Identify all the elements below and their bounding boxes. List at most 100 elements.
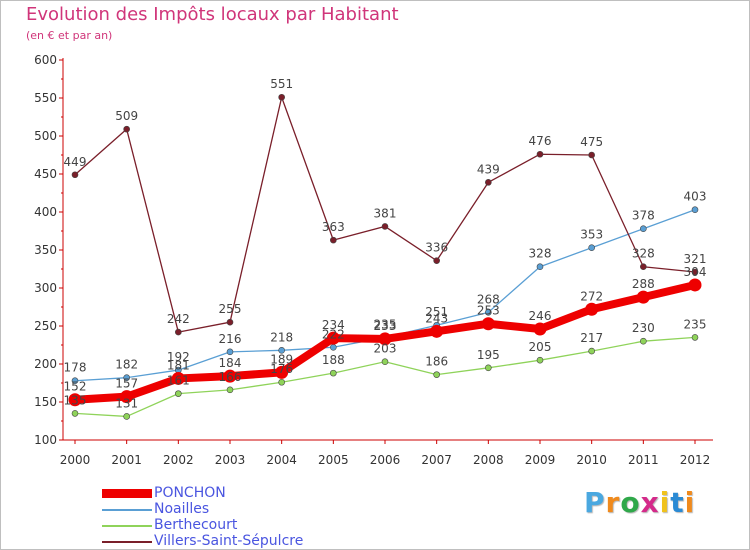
data-label: 152: [64, 380, 87, 394]
legend-swatch-villers-saint-sepulcre: [102, 541, 152, 543]
y-tick-label: 200: [34, 357, 57, 371]
x-tick-label: 2004: [266, 453, 297, 467]
data-label: 235: [374, 317, 397, 331]
data-label: 476: [529, 134, 552, 148]
data-point: [481, 317, 495, 331]
x-tick-label: 2010: [576, 453, 607, 467]
data-point: [688, 278, 702, 292]
x-tick-label: 2000: [60, 453, 91, 467]
y-tick-label: 350: [34, 243, 57, 257]
data-label: 234: [322, 318, 345, 332]
data-label: 166: [219, 370, 242, 384]
data-label: 205: [529, 340, 552, 354]
data-point: [533, 322, 547, 336]
data-point: [536, 356, 544, 364]
legend-swatch-ponchon: [102, 489, 152, 498]
data-point: [68, 393, 82, 407]
data-label: 242: [167, 312, 190, 326]
data-point: [485, 364, 492, 372]
y-tick-label: 500: [34, 129, 57, 143]
logo-letter: i: [684, 486, 696, 519]
data-label: 255: [219, 302, 242, 316]
data-label: 551: [270, 77, 293, 91]
logo-letter: P: [584, 486, 606, 519]
data-label: 328: [632, 247, 655, 261]
data-point: [226, 318, 234, 326]
data-label: 184: [219, 356, 242, 370]
data-point: [330, 343, 337, 351]
data-point: [378, 332, 392, 346]
data-point: [636, 290, 650, 304]
data-point: [278, 378, 285, 386]
data-label: 328: [529, 247, 552, 261]
data-point: [120, 390, 134, 404]
data-point: [275, 365, 289, 379]
data-label: 288: [632, 277, 655, 291]
chart-title: Evolution des Impôts locaux par Habitant: [26, 4, 399, 25]
data-point: [381, 358, 389, 366]
data-point: [123, 125, 130, 133]
data-point: [326, 331, 340, 345]
data-point: [226, 386, 234, 394]
legend-label-noailles: Noailles: [154, 501, 210, 517]
data-label: 449: [64, 155, 87, 169]
data-label: 251: [425, 305, 448, 319]
data-label: 243: [425, 311, 448, 325]
data-label: 272: [580, 289, 603, 303]
legend-label-villers-saint-sepulcre: Villers-Saint-Sépulcre: [154, 533, 304, 549]
data-label: 381: [374, 206, 397, 220]
data-point: [171, 371, 185, 385]
data-label: 509: [115, 109, 138, 123]
data-label: 439: [477, 162, 500, 176]
data-label: 182: [115, 358, 138, 372]
data-point: [691, 268, 699, 276]
x-tick-label: 2005: [318, 453, 349, 467]
data-point: [278, 347, 285, 354]
data-label: 363: [322, 220, 345, 234]
data-label: 178: [64, 361, 87, 375]
data-label: 135: [64, 393, 87, 407]
data-point: [71, 377, 79, 385]
logo-letter: i: [659, 486, 671, 519]
data-label: 246: [529, 309, 552, 323]
logo-letter: x: [640, 486, 660, 519]
logo-letter: r: [605, 486, 621, 519]
data-point: [640, 225, 647, 233]
logo-letter: t: [670, 486, 685, 519]
data-point: [588, 244, 595, 252]
data-label: 268: [477, 292, 500, 306]
y-tick-label: 400: [34, 205, 57, 219]
data-point: [330, 369, 337, 377]
legend-label-ponchon: PONCHON: [154, 485, 226, 501]
data-label: 188: [322, 353, 345, 367]
x-tick-label: 2006: [370, 453, 401, 467]
data-point: [430, 324, 444, 338]
data-label: 203: [374, 342, 397, 356]
data-label: 222: [322, 327, 345, 341]
data-point: [71, 171, 79, 179]
data-point: [691, 334, 699, 341]
data-label: 186: [425, 355, 448, 369]
y-tick-label: 300: [34, 281, 57, 295]
x-tick-label: 2012: [680, 453, 711, 467]
x-tick-label: 2003: [215, 453, 246, 467]
data-point: [485, 179, 492, 186]
legend-swatch-berthecourt: [102, 525, 152, 527]
y-tick-label: 250: [34, 319, 57, 333]
data-point: [640, 337, 647, 345]
data-point: [588, 151, 595, 159]
data-label: 189: [270, 352, 293, 366]
proxiti-logo: Proxiti: [584, 486, 695, 519]
data-label: 233: [374, 319, 397, 333]
data-point: [588, 347, 595, 355]
data-label: 131: [115, 396, 138, 410]
y-tick-label: 150: [34, 395, 57, 409]
data-point: [433, 371, 440, 378]
data-point: [640, 263, 647, 271]
x-tick-label: 2001: [111, 453, 142, 467]
y-tick-label: 450: [34, 167, 57, 181]
data-label: 157: [115, 377, 138, 391]
data-label: 181: [167, 358, 190, 372]
